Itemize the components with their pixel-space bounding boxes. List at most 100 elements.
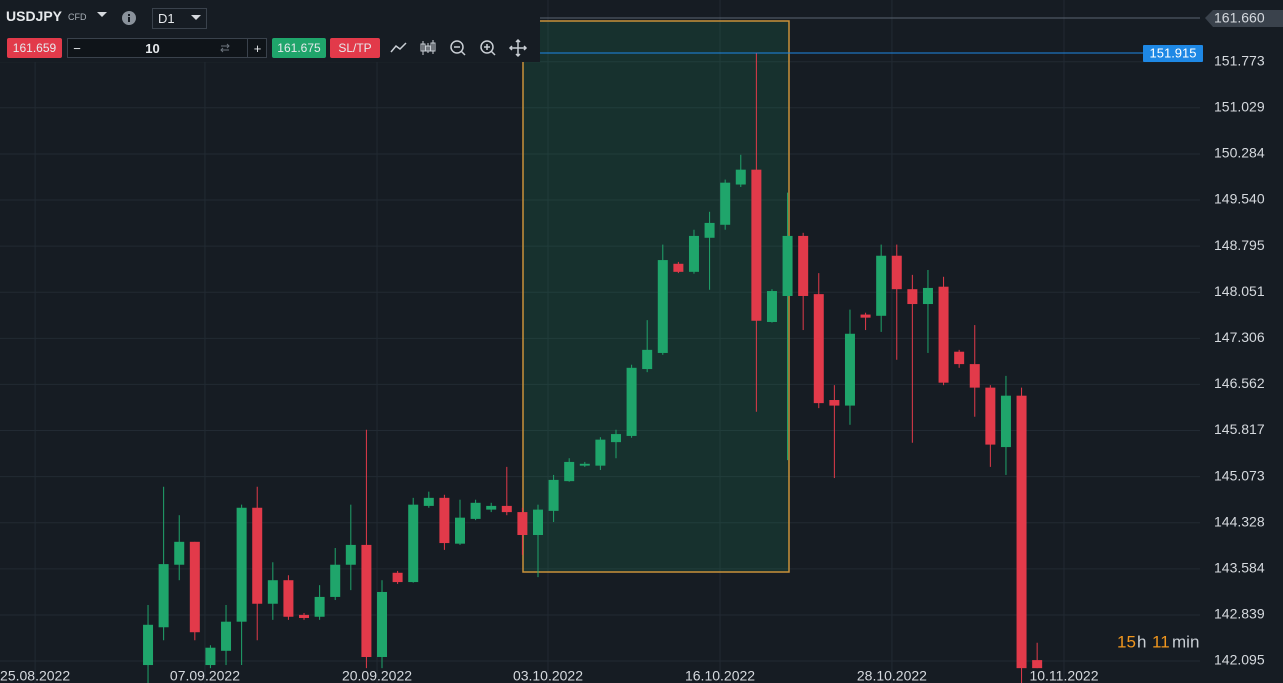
x-tick-label: 28.10.2022 xyxy=(857,668,927,683)
candle-body xyxy=(657,260,668,353)
quantity-box xyxy=(67,38,267,58)
candle-body xyxy=(610,434,621,443)
y-tick-label: 151.029 xyxy=(1214,99,1265,115)
symbol[interactable]: USDJPY xyxy=(6,8,63,24)
candle-body xyxy=(470,502,481,519)
y-tick-label: 151.773 xyxy=(1214,52,1265,68)
zoom-in-icon[interactable] xyxy=(478,38,498,58)
candle-body xyxy=(860,314,871,318)
candle-body xyxy=(408,504,419,583)
candle-body xyxy=(673,263,684,272)
candle-body xyxy=(1016,395,1027,669)
y-tick-label: 147.306 xyxy=(1214,329,1265,345)
minus-button[interactable]: − xyxy=(73,40,81,56)
x-tick-label: 03.10.2022 xyxy=(513,668,583,683)
y-tick-label: 148.051 xyxy=(1214,283,1265,299)
x-tick-label: 20.09.2022 xyxy=(342,668,412,683)
x-tick-label: 16.10.2022 xyxy=(685,668,755,683)
symbol-dropdown[interactable] xyxy=(95,8,115,28)
candle-body xyxy=(236,507,247,622)
candle-body xyxy=(813,294,824,404)
candle-body xyxy=(299,614,310,618)
candle-body xyxy=(252,507,263,604)
y-tick-label: 144.328 xyxy=(1214,513,1265,529)
candle-body xyxy=(501,505,512,513)
price-axis: 151.773 151.029 150.284 149.540 148.795 148.0… xyxy=(0,52,1265,683)
candle-body xyxy=(377,591,388,657)
candle-body xyxy=(423,497,434,506)
candle-body xyxy=(922,287,933,305)
selection-rectangle[interactable] xyxy=(522,20,790,573)
candle-body xyxy=(626,367,637,436)
timeframe-select[interactable]: D1 xyxy=(152,8,207,29)
candle-body xyxy=(1032,660,1043,669)
candle-body xyxy=(455,517,466,544)
y-tick-label: 149.540 xyxy=(1214,191,1265,207)
price-line-box xyxy=(1143,44,1203,62)
price-line-label: 151.915 xyxy=(1150,45,1197,60)
timer-minutes: 11 xyxy=(1152,632,1170,651)
candle-body xyxy=(486,505,497,510)
timeframe-dropdown[interactable] xyxy=(190,13,210,33)
candle-body xyxy=(532,509,543,536)
candle-body xyxy=(205,647,216,666)
y-tick-label: 145.817 xyxy=(1214,421,1265,437)
candle-icon[interactable] xyxy=(418,38,438,58)
candle-body xyxy=(392,572,403,583)
candle-body xyxy=(595,439,606,466)
candle-body xyxy=(221,621,232,651)
candle-body xyxy=(829,400,840,406)
candle-body xyxy=(174,541,185,565)
candle-body xyxy=(158,564,169,628)
candle-body xyxy=(735,169,746,185)
line-chart-icon[interactable] xyxy=(389,38,409,58)
candle-body xyxy=(1000,395,1011,448)
candle-body xyxy=(938,286,949,383)
candle-body xyxy=(330,564,341,597)
y-tick-label: 146.562 xyxy=(1214,375,1265,391)
x-tick-label: 10.11.2022 xyxy=(1029,668,1098,683)
x-tick-label: 07.09.2022 xyxy=(170,668,240,683)
buy-button[interactable]: 161.675 xyxy=(272,38,326,58)
candle-body xyxy=(688,235,699,272)
candle-body xyxy=(314,596,325,617)
candle-body xyxy=(704,222,715,238)
candle-body xyxy=(985,387,996,445)
candle-body xyxy=(548,479,559,511)
candle-body xyxy=(798,235,809,296)
candle-body xyxy=(766,291,777,322)
candle-body xyxy=(642,349,653,370)
top-price-box xyxy=(1205,10,1283,27)
timer-hours-unit: h xyxy=(1137,632,1146,651)
y-tick-label: 142.839 xyxy=(1214,606,1265,622)
y-tick-label: 150.284 xyxy=(1214,145,1265,161)
symbol-type: CFD xyxy=(68,12,87,22)
candle-body xyxy=(564,461,575,482)
zoom-out-icon[interactable] xyxy=(448,38,468,58)
grid xyxy=(0,0,1200,683)
candle-body xyxy=(439,497,450,544)
candle-body xyxy=(907,289,918,305)
candle-body xyxy=(844,333,855,406)
candle-body xyxy=(969,364,980,388)
y-tick-label: 145.073 xyxy=(1214,467,1265,483)
swap-icon[interactable] xyxy=(218,41,238,61)
y-tick-label: 143.584 xyxy=(1214,560,1265,576)
x-tick-label: 25.08.2022 xyxy=(0,668,70,683)
info-icon[interactable] xyxy=(121,10,141,30)
move-icon[interactable] xyxy=(508,38,528,58)
y-tick-label: 142.095 xyxy=(1214,652,1265,668)
candle-body xyxy=(283,580,294,617)
plus-button[interactable]: + xyxy=(247,38,267,58)
timer-minutes-unit: min xyxy=(1172,632,1199,651)
sltp-button[interactable]: SL/TP xyxy=(330,38,380,58)
candle-body xyxy=(361,544,372,657)
sell-button[interactable]: 161.659 xyxy=(7,38,62,58)
quantity-input[interactable]: 10 xyxy=(145,40,160,56)
candle-body xyxy=(954,351,965,365)
candle-body xyxy=(143,624,154,666)
candle-body xyxy=(267,580,278,604)
candle-body xyxy=(876,255,887,316)
